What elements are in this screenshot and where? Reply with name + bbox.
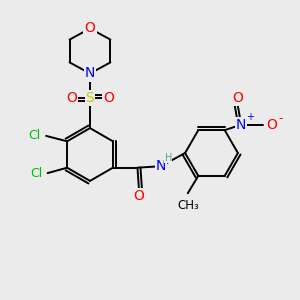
Text: O: O: [85, 22, 95, 35]
Text: N: N: [85, 67, 95, 80]
Text: +: +: [246, 112, 254, 122]
Text: H: H: [165, 153, 172, 163]
Text: O: O: [232, 91, 243, 105]
Text: S: S: [85, 91, 94, 105]
Text: CH₃: CH₃: [177, 199, 199, 212]
Text: N: N: [156, 159, 166, 172]
Text: Cl: Cl: [28, 129, 41, 142]
Text: Cl: Cl: [30, 167, 42, 180]
Text: -: -: [278, 112, 283, 124]
Text: O: O: [103, 91, 114, 105]
Text: O: O: [266, 118, 277, 132]
Text: O: O: [134, 189, 144, 203]
Text: O: O: [66, 91, 77, 105]
Text: N: N: [236, 118, 246, 132]
